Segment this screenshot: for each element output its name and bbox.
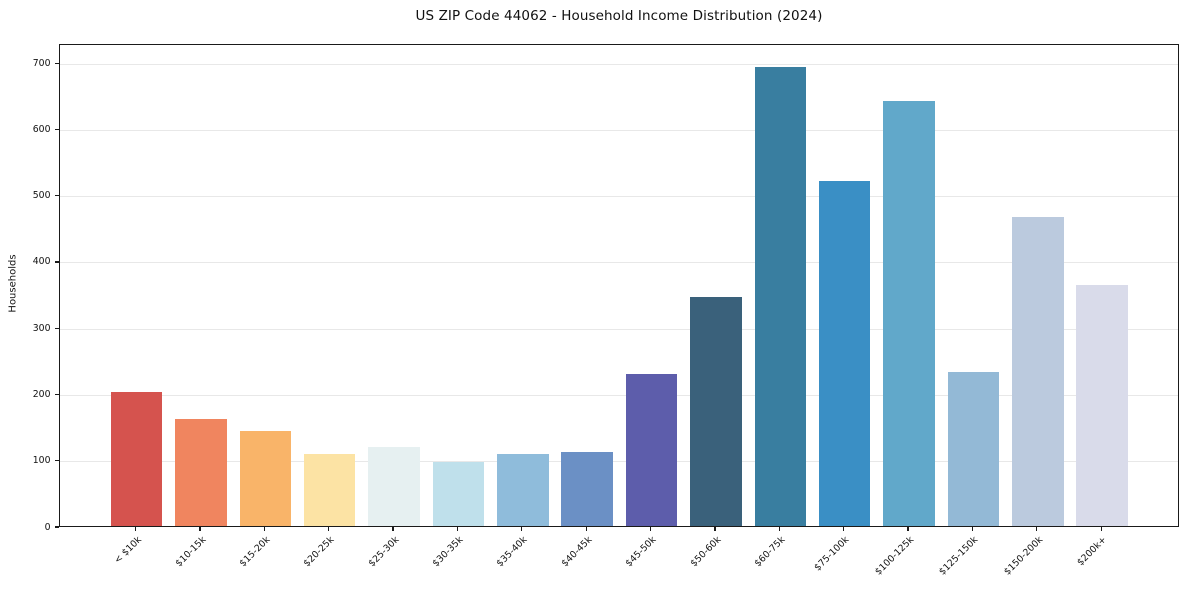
gridline bbox=[60, 129, 1178, 131]
x-tick-mark bbox=[521, 527, 523, 531]
y-axis-label: Households bbox=[7, 254, 19, 313]
gridline bbox=[60, 461, 1178, 463]
y-tick-mark bbox=[54, 195, 59, 197]
x-tick-mark bbox=[199, 527, 201, 531]
bar-75-100k bbox=[818, 180, 871, 526]
y-tick-mark bbox=[54, 460, 59, 462]
x-tick-mark bbox=[263, 527, 265, 531]
bar-45-50k bbox=[625, 374, 678, 526]
bar-200k bbox=[1076, 284, 1128, 526]
x-tick-mark bbox=[392, 527, 394, 531]
x-tick-mark bbox=[585, 527, 587, 531]
bar-125-150k bbox=[947, 372, 1000, 526]
bar-100-125k bbox=[883, 100, 935, 526]
gridline bbox=[60, 262, 1178, 264]
y-tick-label: 600 bbox=[32, 123, 51, 135]
x-tick-mark bbox=[714, 527, 716, 531]
bar-20-25k bbox=[303, 453, 356, 526]
x-tick-mark bbox=[649, 527, 652, 531]
chart-title: US ZIP Code 44062 - Household Income Dis… bbox=[415, 8, 823, 24]
bar-35-40k bbox=[497, 453, 549, 526]
x-tick-mark bbox=[456, 527, 459, 531]
bar-60-75k bbox=[754, 66, 807, 526]
gridline bbox=[60, 394, 1178, 396]
bar-40-45k bbox=[561, 452, 613, 526]
bar-10-15k bbox=[175, 418, 227, 526]
y-tick-mark bbox=[54, 393, 59, 396]
plot-area bbox=[59, 44, 1179, 527]
y-tick-label: 400 bbox=[32, 256, 51, 268]
y-tick-label: 700 bbox=[32, 57, 51, 69]
x-tick-mark bbox=[328, 527, 330, 531]
y-tick-mark bbox=[54, 327, 59, 329]
bar-10k bbox=[110, 392, 163, 526]
x-tick-mark bbox=[843, 527, 845, 531]
y-tick-mark bbox=[54, 128, 59, 131]
x-tick-mark bbox=[1100, 527, 1102, 531]
y-tick-mark bbox=[54, 526, 59, 528]
x-tick-mark bbox=[1036, 527, 1038, 531]
bar-25-30k bbox=[368, 446, 420, 526]
gridline bbox=[60, 328, 1178, 330]
bar-15-20k bbox=[239, 431, 292, 526]
y-tick-label: 0 bbox=[44, 521, 51, 533]
y-tick-label: 300 bbox=[32, 322, 51, 334]
y-tick-label: 200 bbox=[32, 388, 51, 400]
gridline bbox=[60, 196, 1178, 198]
x-tick-mark bbox=[971, 527, 973, 531]
y-tick-label: 100 bbox=[32, 455, 51, 467]
gridline bbox=[60, 63, 1178, 65]
x-tick-mark bbox=[907, 527, 909, 531]
y-tick-mark bbox=[54, 62, 59, 64]
y-tick-mark bbox=[54, 261, 59, 263]
bar-50-60k bbox=[690, 297, 742, 526]
x-tick-mark bbox=[135, 527, 137, 531]
bar-30-35k bbox=[432, 461, 485, 526]
bar-150-200k bbox=[1012, 216, 1064, 526]
x-tick-mark bbox=[778, 527, 780, 531]
y-tick-label: 500 bbox=[32, 190, 51, 202]
